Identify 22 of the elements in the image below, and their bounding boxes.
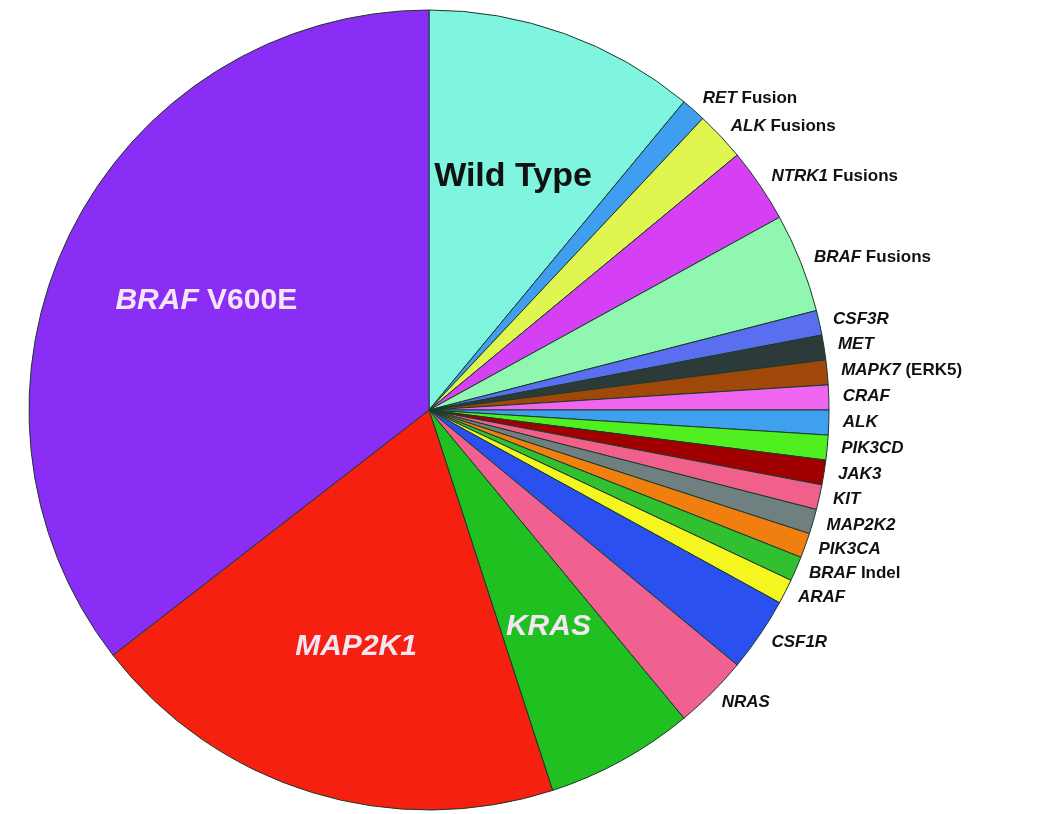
slice-label: ALK	[841, 412, 880, 432]
slice-label: JAK3	[837, 464, 882, 484]
slice-label: MAP2K1	[295, 627, 417, 661]
slice-label: Wild Type	[434, 154, 592, 193]
slice-label: MET	[837, 334, 876, 354]
slice-label: PIK3CA	[818, 539, 881, 559]
slice-label: MAP2K2	[826, 514, 897, 534]
slice-label: KIT	[833, 489, 863, 509]
slice-label: CRAF	[842, 386, 891, 406]
slice-label: CSF1R	[771, 632, 828, 652]
slice-label: KRAS	[505, 608, 591, 642]
slice-label: BRAF Indel	[808, 563, 901, 583]
slice-label: ALK Fusions	[729, 116, 836, 136]
slice-label: BRAF Fusions	[813, 247, 932, 267]
slice-label: CSF3R	[833, 309, 890, 329]
slice-label: PIK3CD	[841, 438, 904, 458]
slice-label: MAPK7 (ERK5)	[841, 360, 963, 380]
slice-label: NRAS	[721, 692, 771, 712]
slice-label: NTRK1 Fusions	[771, 166, 898, 186]
slice-label: BRAF V600E	[115, 281, 298, 315]
slice-label: ARAF	[796, 587, 846, 607]
slice-label: RET Fusion	[702, 88, 798, 108]
